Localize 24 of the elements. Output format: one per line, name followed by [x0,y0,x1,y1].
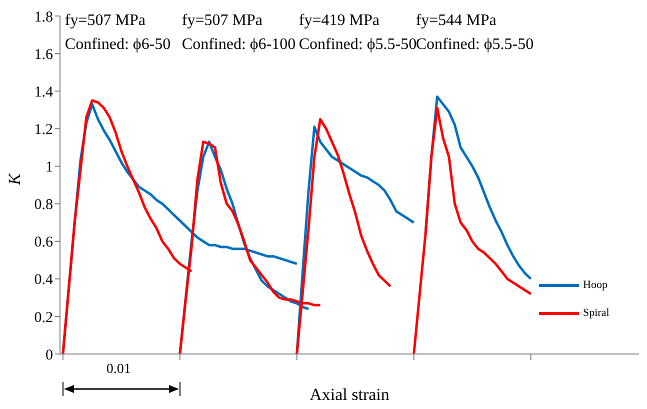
y-axis-title: K [5,172,24,186]
annotation: Confined: ϕ5.5-50 [298,36,417,54]
y-tick-label: 0.2 [34,310,53,326]
legend-label: Spiral [583,307,610,319]
annotation: fy=544 MPa [416,12,496,30]
annotation: Confined: ϕ6-100 [182,36,296,54]
y-tick-label: 1.8 [34,9,53,26]
y-tick-label: 0.6 [34,234,54,251]
y-tick-label: 1 [46,160,53,176]
annotation: fy=507 MPa [64,12,146,30]
text: 0.01 [106,362,131,378]
y-tick-label: 1.4 [34,84,54,100]
y-tick-label: 0.4 [34,272,54,288]
annotation: Confined: ϕ6-50 [64,36,171,54]
legend-label: Hoop [583,279,608,291]
line-series [412,106,532,354]
y-tick-label: 0.8 [34,197,53,214]
annotation: fy=419 MPa [298,12,380,30]
y-tick-label: 0 [46,347,53,364]
y-tick-label: 1.6 [34,46,54,63]
x-axis-title: Axial strain [310,385,390,404]
y-tick-label: 1.2 [34,122,53,138]
annotation: fy=507 MPa [182,12,262,30]
annotation: Confined: ϕ5.5-50 [416,36,534,54]
